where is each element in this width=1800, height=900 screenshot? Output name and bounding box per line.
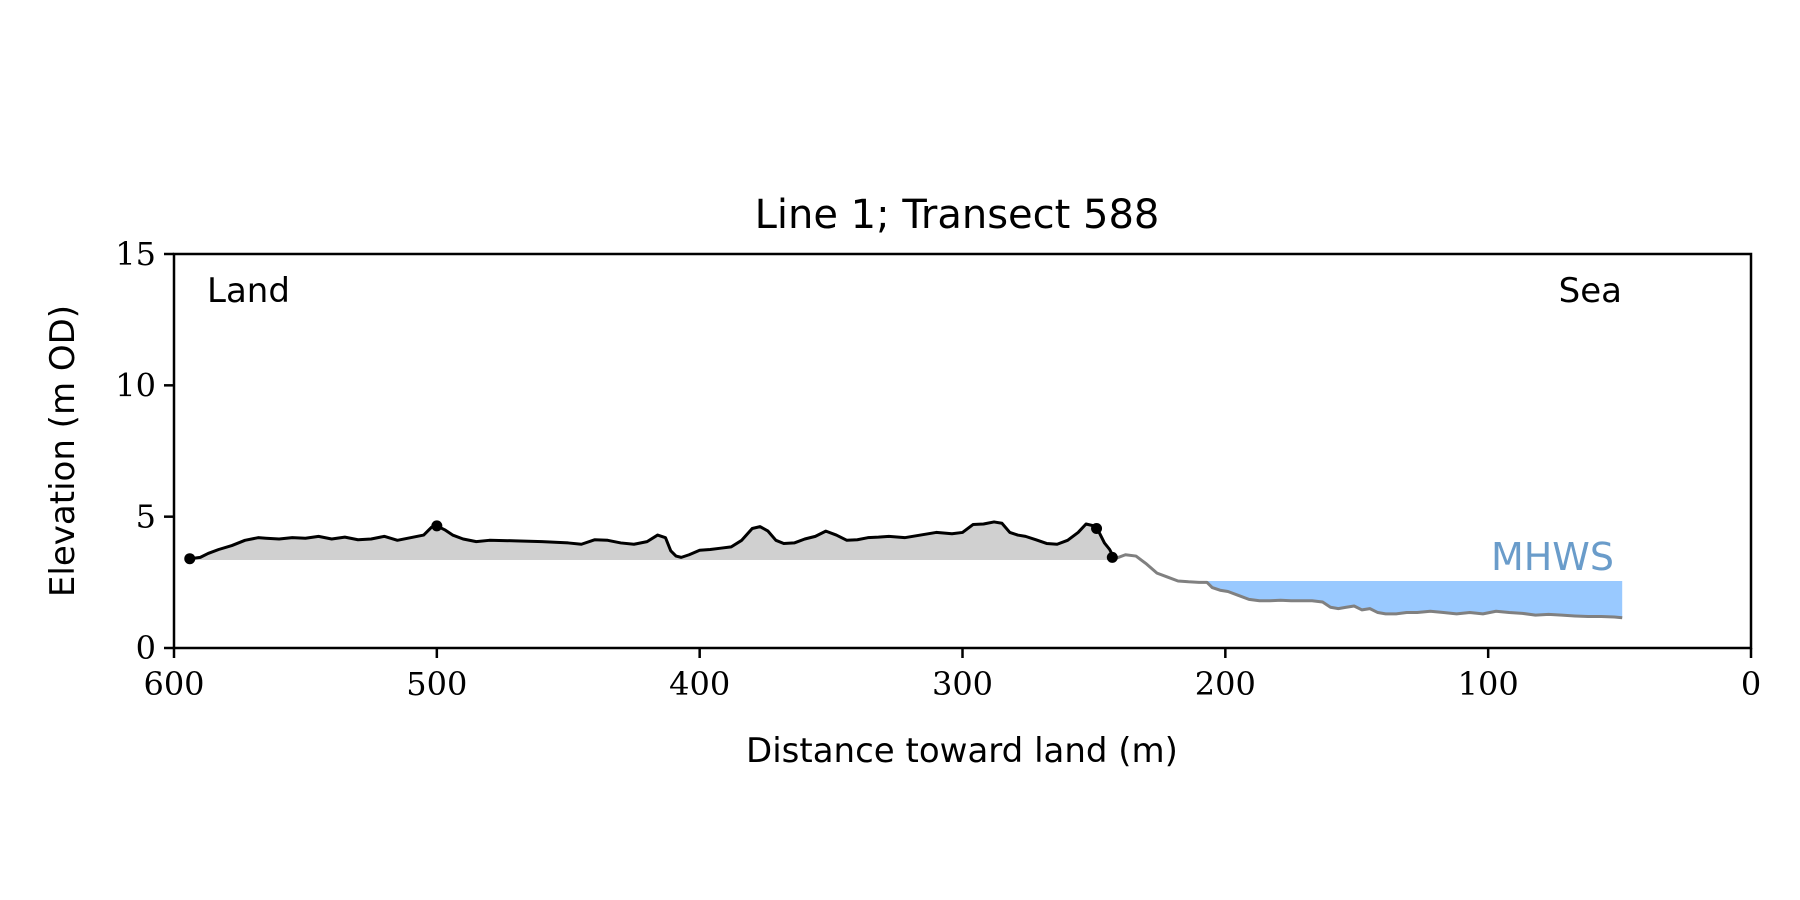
chart-title: Line 1; Transect 588 xyxy=(755,192,1160,238)
x-tick-label: 100 xyxy=(1458,665,1519,703)
land-profile-line xyxy=(189,520,1117,561)
profile-marker xyxy=(1106,551,1118,563)
y-axis-label: Elevation (m OD) xyxy=(43,305,83,597)
x-axis-label: Distance toward land (m) xyxy=(746,731,1178,771)
profile-marker xyxy=(431,520,443,532)
profile-marker xyxy=(184,553,196,565)
x-tick-label: 0 xyxy=(1741,665,1761,703)
y-tick-label: 10 xyxy=(115,366,156,404)
y-tick-label: 15 xyxy=(115,235,156,273)
x-tick-label: 200 xyxy=(1195,665,1256,703)
y-tick-label: 0 xyxy=(136,629,156,667)
sea-profile-line xyxy=(1114,553,1623,620)
land-annotation: Land xyxy=(207,271,290,311)
x-axis: 600 500 400 300 200 100 0 xyxy=(143,648,1761,703)
land-fill-area xyxy=(189,521,1115,561)
sea-annotation: Sea xyxy=(1559,271,1622,311)
mhws-annotation: MHWS xyxy=(1491,535,1614,579)
mhws-water-area xyxy=(1206,581,1623,618)
y-axis: 0 5 10 15 xyxy=(115,235,174,667)
plot-area xyxy=(184,520,1623,620)
x-tick-label: 500 xyxy=(406,665,467,703)
y-tick-label: 5 xyxy=(136,498,156,536)
x-tick-label: 400 xyxy=(669,665,730,703)
x-tick-label: 300 xyxy=(932,665,993,703)
x-tick-label: 600 xyxy=(143,665,204,703)
profile-marker xyxy=(1091,522,1103,534)
